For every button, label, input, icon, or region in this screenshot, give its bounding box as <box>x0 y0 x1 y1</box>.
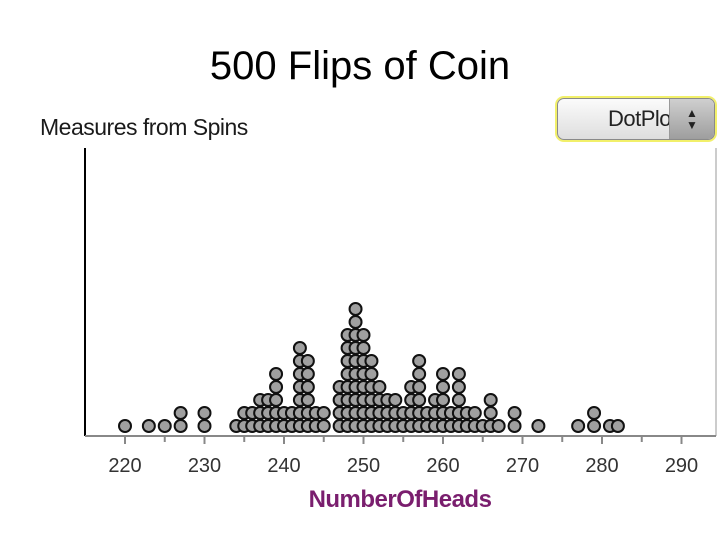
plot-caption: Measures from Spins <box>40 114 248 140</box>
dot-marker[interactable] <box>412 380 427 394</box>
up-down-arrows-icon[interactable]: ▲ ▼ <box>669 99 714 139</box>
dot-marker[interactable] <box>269 393 284 407</box>
dot-marker[interactable] <box>316 419 331 433</box>
dot-marker[interactable] <box>141 419 156 433</box>
dot-marker[interactable] <box>412 354 427 368</box>
slide-title: 500 Flips of Coin <box>0 44 720 89</box>
dot-marker[interactable] <box>388 393 403 407</box>
dot-marker[interactable] <box>292 341 307 355</box>
dot-marker[interactable] <box>356 328 371 342</box>
dot-marker[interactable] <box>348 315 363 329</box>
dot-marker[interactable] <box>173 406 188 420</box>
dot-marker[interactable] <box>412 393 427 407</box>
dot-marker[interactable] <box>610 419 625 433</box>
dot-marker[interactable] <box>451 380 466 394</box>
dot-marker[interactable] <box>483 406 498 420</box>
x-tick-label: 230 <box>188 455 221 477</box>
dot-marker[interactable] <box>364 354 379 368</box>
dot-marker[interactable] <box>300 367 315 381</box>
dot-marker[interactable] <box>451 367 466 381</box>
dot-marker[interactable] <box>467 406 482 420</box>
x-tick-label: 260 <box>426 455 459 477</box>
x-tick-label: 250 <box>347 455 380 477</box>
dot-marker[interactable] <box>197 406 212 420</box>
plot-type-selector[interactable]: DotPlot ▲ ▼ <box>557 98 715 140</box>
dot-marker[interactable] <box>436 367 450 381</box>
dot-marker[interactable] <box>269 380 284 394</box>
dot-marker[interactable] <box>300 380 315 394</box>
x-axis-ticks: 220 230 240 250 260 270 280 290 <box>108 436 698 477</box>
dot-marker[interactable] <box>491 419 506 433</box>
dot-marker[interactable] <box>372 380 387 394</box>
dot-marker[interactable] <box>356 341 371 355</box>
dot-marker[interactable] <box>587 406 602 420</box>
dot-marker[interactable] <box>348 302 363 316</box>
dot-marker[interactable] <box>571 419 586 433</box>
dot-marker[interactable] <box>507 406 522 420</box>
dot-marker[interactable] <box>173 419 188 433</box>
dot-marker[interactable] <box>300 393 315 407</box>
dot-marker[interactable] <box>531 419 546 433</box>
dot-marker[interactable] <box>483 393 498 407</box>
plot-type-label: DotPlot <box>608 106 677 131</box>
x-tick-label: 270 <box>506 455 539 477</box>
dot-marker[interactable] <box>316 406 331 420</box>
dot-marker[interactable] <box>436 393 450 407</box>
slide-title-text: 500 Flips of Coin <box>209 44 511 88</box>
dot-marker[interactable] <box>587 419 602 433</box>
dot-marker[interactable] <box>412 367 427 381</box>
dot-marker[interactable] <box>451 393 466 407</box>
dot-marker[interactable] <box>269 367 284 381</box>
x-tick-label: 280 <box>585 455 618 477</box>
dot-marker[interactable] <box>507 419 522 433</box>
x-tick-label: 240 <box>267 455 300 477</box>
dot-markers <box>118 302 625 433</box>
dot-marker[interactable] <box>118 419 132 433</box>
x-axis-label[interactable]: NumberOfHeads <box>308 486 492 513</box>
dot-marker[interactable] <box>364 367 379 381</box>
dot-marker[interactable] <box>157 419 172 433</box>
dot-marker[interactable] <box>300 354 315 368</box>
dot-marker[interactable] <box>197 419 212 433</box>
dot-marker[interactable] <box>436 380 450 394</box>
x-tick-label: 290 <box>665 455 698 477</box>
x-tick-label: 220 <box>108 455 141 477</box>
